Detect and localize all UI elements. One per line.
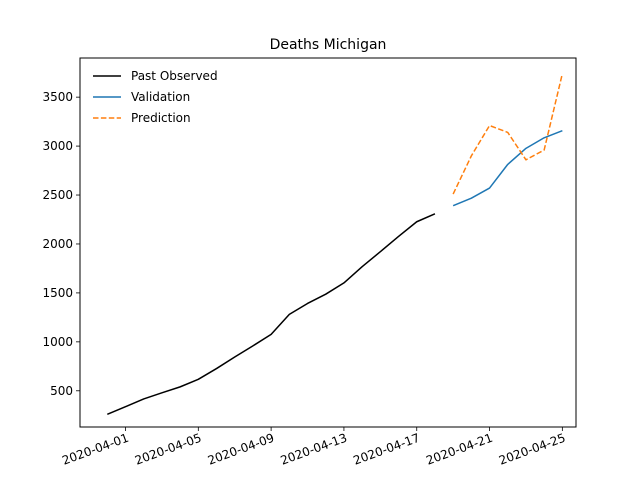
y-tick-label: 3500 — [42, 90, 73, 104]
x-tick-label: 2020-04-01 — [60, 431, 130, 468]
chart-title: Deaths Michigan — [270, 37, 387, 53]
y-tick-label: 1500 — [42, 286, 73, 300]
x-tick-label: 2020-04-17 — [351, 431, 421, 468]
x-tick-label: 2020-04-05 — [133, 431, 203, 468]
x-tick-label: 2020-04-13 — [279, 431, 349, 468]
series-line-0 — [107, 213, 436, 416]
legend-label-1: Validation — [131, 90, 190, 104]
y-tick-label: 2000 — [42, 237, 73, 251]
y-axis: 500 1000 1500 2000 2500 3000 3500 — [42, 90, 80, 398]
plot-frame — [79, 57, 577, 428]
legend: Past Observed Validation Prediction — [93, 69, 218, 125]
y-tick-label: 3000 — [42, 139, 73, 153]
y-tick-label: 2500 — [42, 188, 73, 202]
x-tick-label: 2020-04-09 — [206, 431, 276, 468]
y-tick-label: 1000 — [42, 335, 73, 349]
legend-label-2: Prediction — [131, 111, 191, 125]
x-axis: 2020-04-01 2020-04-05 2020-04-09 2020-04-13… — [60, 427, 567, 468]
legend-label-0: Past Observed — [131, 69, 218, 83]
x-tick-label: 2020-04-25 — [497, 431, 567, 468]
series-line-1 — [452, 130, 563, 207]
x-tick-label: 2020-04-21 — [424, 431, 494, 468]
series-layer — [107, 73, 564, 416]
y-tick-label: 500 — [50, 384, 73, 398]
series-line-2 — [452, 73, 564, 195]
